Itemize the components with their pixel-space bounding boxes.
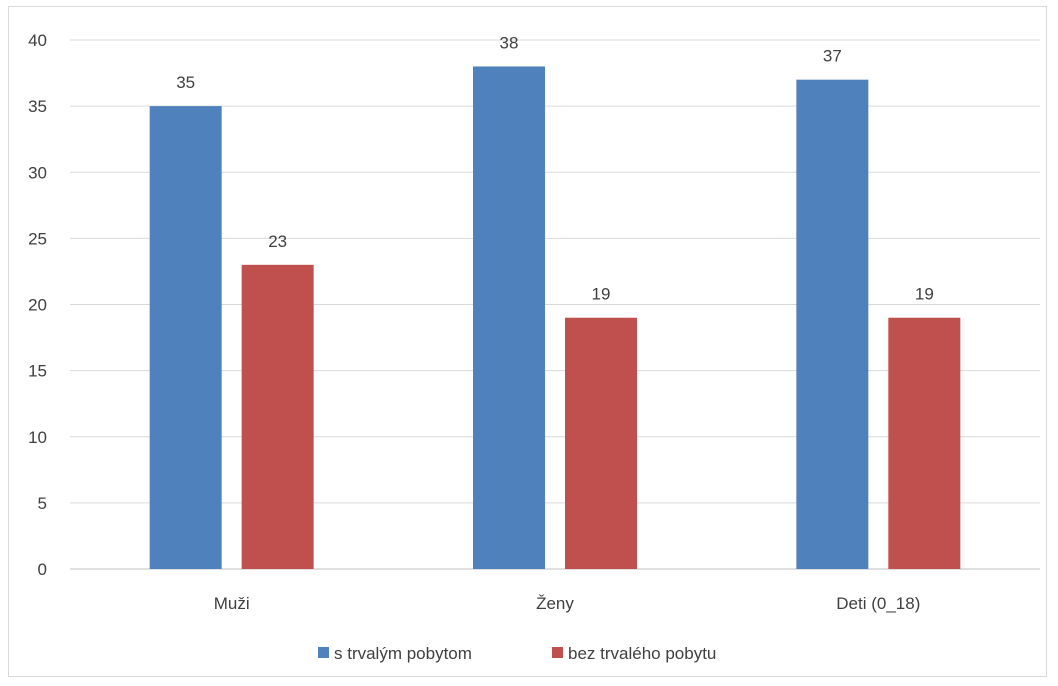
y-tick-label: 0	[38, 560, 47, 579]
x-category-label: Muži	[214, 594, 250, 613]
y-tick-label: 20	[28, 296, 47, 315]
bar-s-trvalym-pobytom	[149, 106, 222, 569]
bars	[149, 66, 961, 570]
bar-bez-trvaleho-pobytu	[565, 317, 637, 569]
legend: s trvalým pobytom bez trvalého pobytu	[318, 644, 716, 663]
y-tick-label: 30	[28, 163, 47, 182]
data-label: 37	[823, 47, 842, 66]
gridlines	[70, 39, 1040, 570]
y-tick-label: 15	[28, 362, 47, 381]
x-category-label: Ženy	[536, 594, 574, 613]
x-axis-categories: Muži Ženy Deti (0_18)	[214, 594, 921, 613]
data-label: 19	[592, 285, 611, 304]
legend-swatch	[318, 647, 329, 658]
y-axis-ticks: 0 5 10 15 20 25 30 35 40	[28, 31, 47, 579]
y-tick-label: 25	[28, 229, 47, 248]
data-label: 23	[268, 232, 287, 251]
legend-swatch	[552, 647, 563, 658]
y-tick-label: 40	[28, 31, 47, 50]
bar-s-trvalym-pobytom	[473, 66, 545, 569]
y-tick-label: 35	[28, 97, 47, 116]
bar-bez-trvaleho-pobytu	[888, 317, 961, 569]
data-label: 38	[500, 33, 519, 52]
bar-s-trvalym-pobytom	[796, 79, 869, 570]
y-tick-label: 10	[28, 428, 47, 447]
x-category-label: Deti (0_18)	[836, 594, 920, 613]
data-label: 35	[176, 73, 195, 92]
data-label: 19	[915, 285, 934, 304]
legend-label: s trvalým pobytom	[334, 644, 472, 663]
y-tick-label: 5	[38, 494, 47, 513]
bar-bez-trvaleho-pobytu	[241, 264, 314, 569]
legend-label: bez trvalého pobytu	[568, 644, 716, 663]
data-labels: 35 23 38 19 37 19	[176, 33, 934, 303]
